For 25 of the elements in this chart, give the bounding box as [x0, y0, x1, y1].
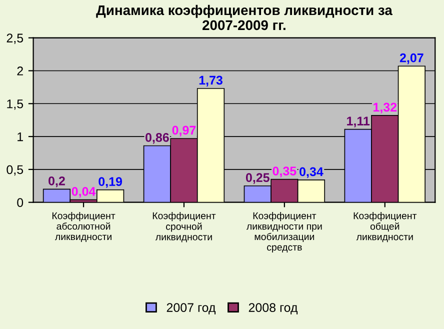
data-label: 0,19: [98, 177, 122, 188]
y-tick-label: 0: [17, 198, 24, 207]
data-label: 0,35: [272, 166, 296, 178]
data-label: 2,07: [400, 53, 424, 64]
chart-title: Динамика коэффициентов ликвидности за 2007-2009 гг.: [96, 4, 392, 30]
x-tick-label: Коэффициент общей ликвидности: [354, 212, 417, 242]
data-label: 1,32: [374, 102, 397, 114]
x-tick-label: Коэффициент ликвидности при мобилизации средств: [246, 212, 322, 253]
data-label: 0,97: [172, 126, 196, 136]
y-tick-label: 1,5: [7, 100, 24, 110]
y-tick-label: 0,5: [6, 165, 24, 176]
data-label: 1,11: [347, 116, 370, 128]
legend-label: 2007 год: [166, 303, 216, 314]
data-label: 0,25: [246, 173, 270, 184]
data-label: 0,2: [48, 176, 65, 188]
data-label: 0,86: [146, 133, 169, 144]
y-tick-label: 2: [17, 66, 23, 76]
data-label: 0,04: [72, 186, 96, 198]
y-tick-label: 2,5: [6, 34, 24, 44]
x-tick-label: Коэффициент срочной ликвидности: [152, 212, 216, 242]
data-label: 0,34: [300, 167, 324, 178]
data-label: 1,73: [199, 76, 222, 86]
legend-label: 2008 год: [248, 303, 298, 314]
y-tick-label: 1: [18, 132, 23, 142]
x-tick-label: Коэффициент абсолютной ликвидности: [52, 212, 116, 242]
